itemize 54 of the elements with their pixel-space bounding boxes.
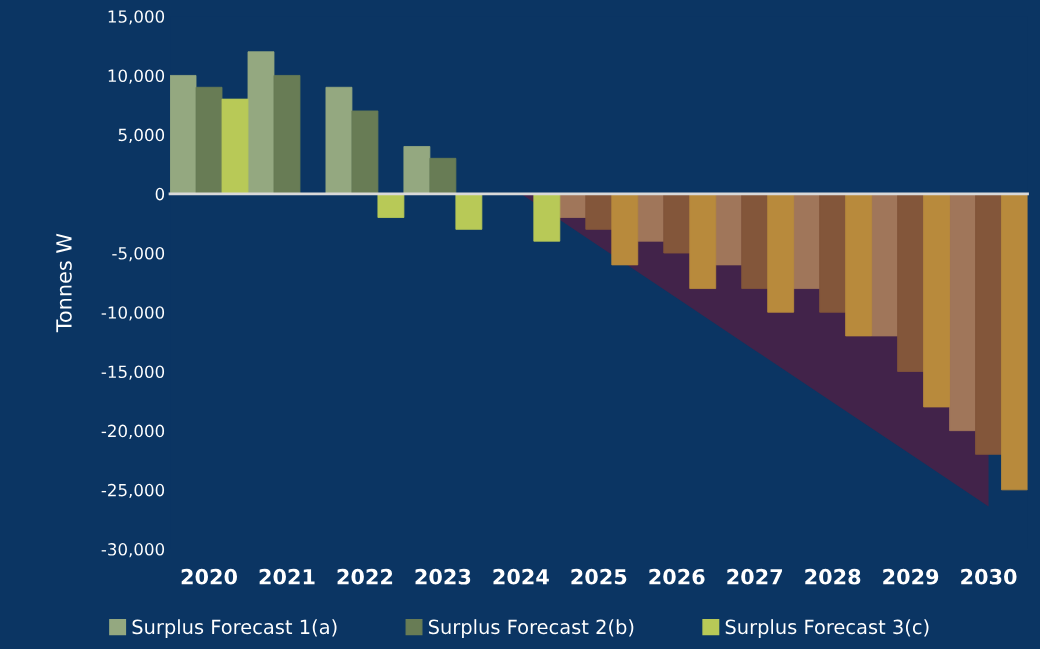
bar [611, 193, 639, 266]
bar [819, 193, 847, 313]
bar [975, 193, 1002, 455]
bar [170, 75, 197, 195]
legend-label: Surplus Forecast 3(c) [725, 619, 929, 638]
x-tick-label: 2027 [727, 568, 783, 585]
y-tick-label: -30,000 [101, 543, 165, 558]
bar [663, 193, 691, 254]
bar [637, 193, 665, 242]
bar [585, 193, 613, 230]
legend-label: Surplus Forecast 1(a) [132, 619, 337, 638]
bar [273, 75, 301, 195]
y-axis-title: Tonnes W [56, 233, 72, 333]
bar [533, 193, 561, 242]
bar [793, 193, 821, 289]
bar [455, 193, 483, 230]
bar [247, 51, 275, 195]
y-tick-label: -25,000 [101, 483, 165, 499]
bar [351, 110, 379, 195]
legend-label: Surplus Forecast 2(b) [428, 619, 634, 638]
x-tick-label: 2026 [649, 568, 705, 585]
bar [767, 193, 795, 313]
bar [1001, 193, 1028, 491]
x-tick-label: 2024 [493, 568, 549, 585]
bar [897, 193, 924, 372]
x-tick-label: 2025 [571, 568, 627, 585]
bar [949, 193, 976, 432]
y-tick-label: 10,000 [108, 69, 165, 84]
bar [845, 193, 873, 337]
bar [741, 193, 769, 289]
bar [377, 193, 405, 218]
x-tick-label: 2021 [259, 568, 315, 585]
y-tick-label: 5,000 [118, 128, 165, 143]
bar [325, 86, 353, 195]
bar [403, 146, 431, 195]
y-tick-label: -15,000 [101, 365, 165, 380]
x-tick-label: 2030 [961, 568, 1017, 585]
bar [923, 193, 950, 408]
x-tick-label: 2028 [805, 568, 861, 585]
bar [715, 193, 743, 266]
x-tick-label: 2023 [415, 568, 471, 585]
bar [871, 193, 899, 337]
bar [689, 193, 717, 289]
x-tick-label: 2029 [883, 568, 939, 585]
y-tick-label: 15,000 [108, 10, 165, 25]
bar [195, 86, 223, 195]
x-tick-label: 2022 [337, 568, 393, 585]
y-tick-label: -20,000 [101, 424, 165, 439]
bar [221, 98, 249, 195]
x-tick-label: 2020 [181, 568, 238, 585]
y-tick-label: 0 [155, 187, 165, 201]
y-tick-label: -10,000 [101, 306, 165, 321]
y-tick-label: -5,000 [112, 247, 165, 262]
bar [429, 157, 457, 195]
